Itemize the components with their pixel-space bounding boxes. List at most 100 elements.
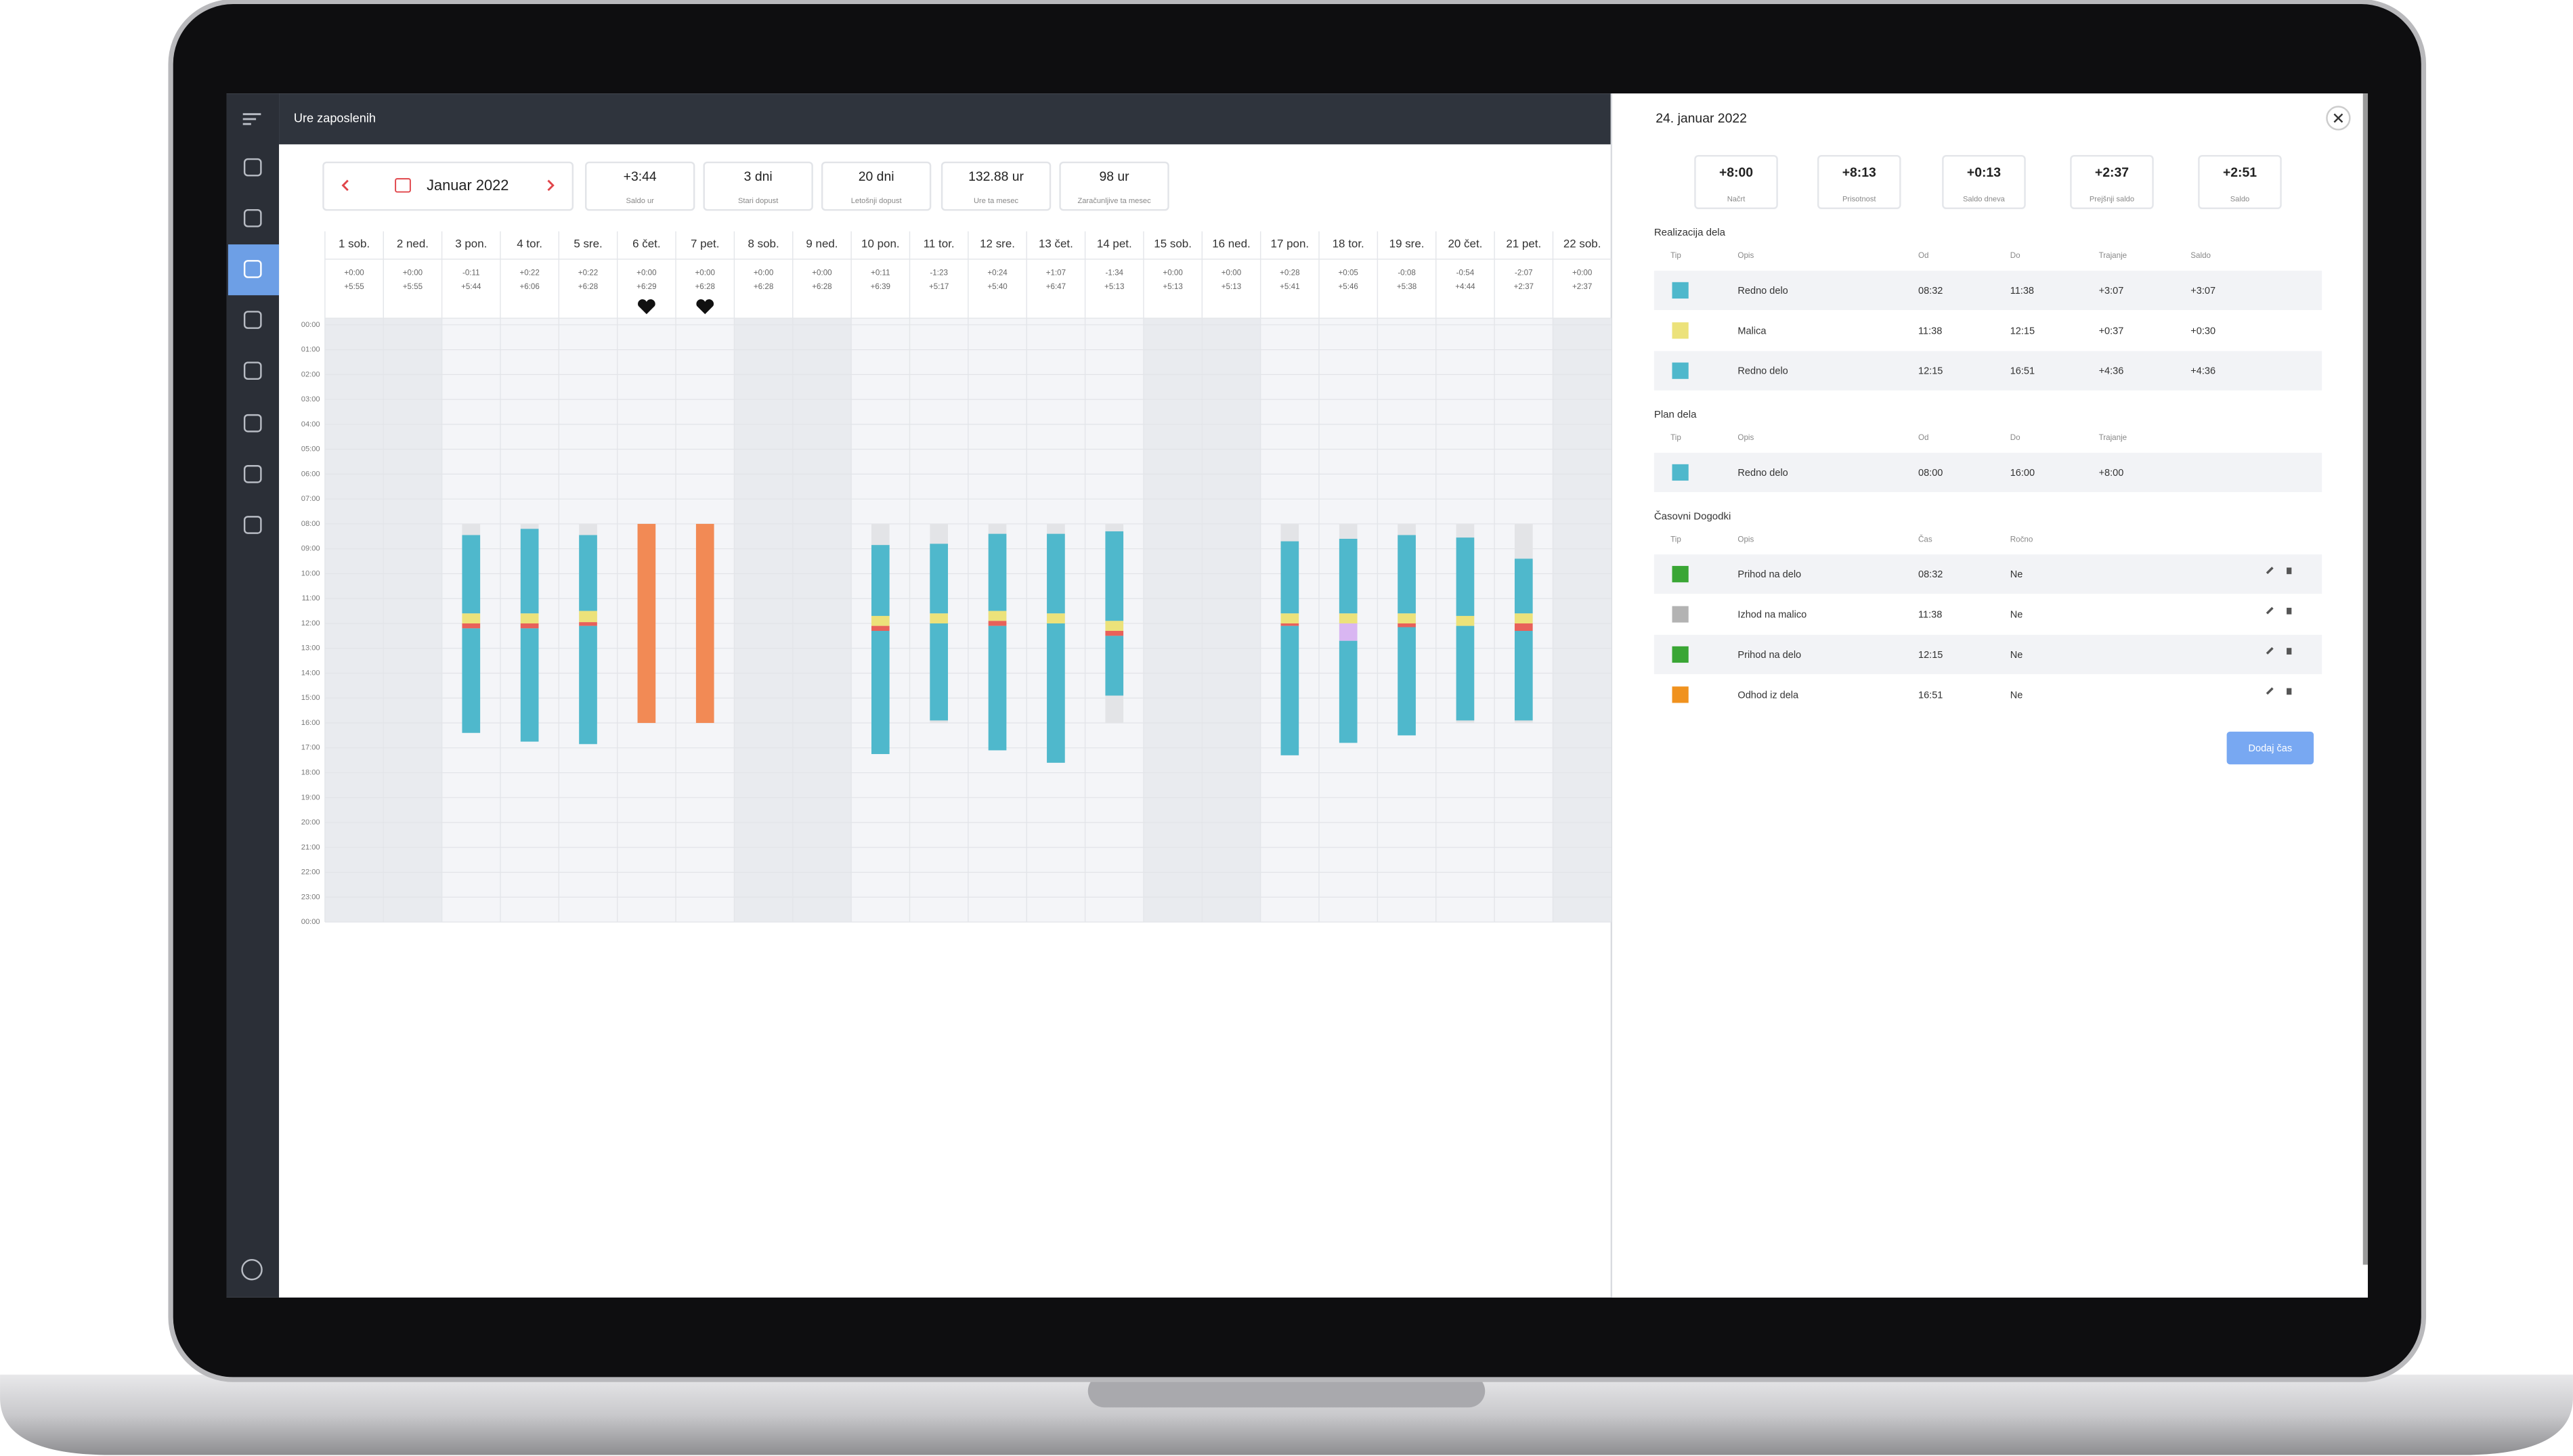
time-segment[interactable] (1047, 613, 1065, 623)
time-segment[interactable] (462, 613, 481, 623)
time-segment[interactable] (1339, 538, 1358, 614)
day-total: +6:39 (871, 282, 890, 291)
time-segment[interactable] (1047, 533, 1065, 614)
day-column (1553, 318, 1612, 922)
time-segment[interactable] (1280, 613, 1299, 623)
nav-icon[interactable] (243, 465, 262, 483)
time-segment[interactable] (1280, 541, 1299, 614)
calendar-icon[interactable] (395, 178, 411, 193)
time-segment[interactable] (1456, 615, 1475, 626)
column-header: Čas (1918, 535, 1932, 544)
time-segment[interactable] (1514, 613, 1533, 623)
time-segment[interactable] (871, 631, 890, 754)
time-segment[interactable] (1280, 623, 1299, 626)
time-segment[interactable] (930, 623, 949, 721)
time-segment[interactable] (520, 628, 539, 742)
day-column (734, 318, 793, 922)
stat-value: 20 dni (859, 169, 894, 184)
nav-icon[interactable] (243, 311, 262, 329)
menu-icon[interactable] (242, 113, 261, 116)
nav-icon[interactable] (243, 414, 262, 433)
menu-icon[interactable] (242, 123, 251, 125)
time-segment[interactable] (579, 535, 597, 611)
time-segment[interactable] (1514, 631, 1533, 721)
time-segment[interactable] (988, 625, 1007, 751)
time-segment[interactable] (1514, 558, 1533, 614)
time-segment[interactable] (930, 613, 949, 623)
edit-button[interactable] (2266, 567, 2274, 575)
time-segment[interactable] (1339, 613, 1358, 623)
close-icon[interactable] (2333, 113, 2343, 123)
nav-icon[interactable] (243, 260, 262, 278)
day-diff: +0:00 (695, 269, 716, 278)
summary-card (1817, 155, 1901, 209)
time-segment[interactable] (1105, 636, 1124, 696)
day-total: +6:06 (519, 282, 539, 291)
hour-label: 16:00 (301, 719, 320, 727)
time-segment[interactable] (1398, 627, 1416, 736)
time-segment[interactable] (871, 625, 890, 632)
time-segment[interactable] (1105, 621, 1124, 632)
summary-card (2070, 155, 2154, 209)
next-month[interactable] (547, 179, 555, 192)
nav-icon[interactable] (243, 361, 262, 380)
nav-icon[interactable] (243, 516, 262, 534)
time-segment[interactable] (520, 529, 539, 614)
time-segment[interactable] (1339, 640, 1358, 743)
time-segment[interactable] (579, 625, 597, 745)
time-segment[interactable] (988, 533, 1007, 611)
time-segment[interactable] (1047, 623, 1065, 763)
day-label: 15 sob. (1154, 238, 1192, 250)
time-segment[interactable] (1398, 613, 1416, 623)
stat-label: Zaračunljive ta mesec (1077, 197, 1151, 205)
type-swatch (1672, 464, 1689, 481)
time-segment[interactable] (1456, 537, 1475, 616)
profile-icon[interactable] (241, 1258, 263, 1281)
time-segment[interactable] (695, 523, 714, 724)
day-diff: +0:00 (754, 269, 774, 278)
time-segment[interactable] (1398, 535, 1416, 614)
time-segment[interactable] (637, 523, 656, 724)
prev-month[interactable] (341, 179, 349, 192)
delete-button[interactable] (2287, 688, 2292, 695)
time-segment[interactable] (1398, 623, 1416, 627)
day-diff: +0:22 (519, 269, 539, 278)
time-segment[interactable] (1339, 623, 1358, 641)
time-segment[interactable] (462, 535, 481, 614)
time-segment[interactable] (988, 621, 1007, 626)
edit-button[interactable] (2266, 687, 2274, 695)
time-segment[interactable] (579, 622, 597, 626)
time-segment[interactable] (1280, 625, 1299, 755)
edit-button[interactable] (2266, 606, 2274, 615)
menu-icon[interactable] (242, 118, 257, 120)
nav-icon[interactable] (243, 158, 262, 177)
time-segment[interactable] (871, 545, 890, 616)
time-segment[interactable] (871, 615, 890, 626)
add-time-button[interactable] (2226, 731, 2314, 765)
time-segment[interactable] (520, 623, 539, 629)
delete-button[interactable] (2287, 567, 2292, 575)
app-title: Ure zaposlenih (294, 111, 376, 125)
time-segment[interactable] (988, 611, 1007, 621)
day-label: 4 tor. (517, 238, 542, 250)
time-segment[interactable] (1105, 631, 1124, 636)
time-segment[interactable] (930, 544, 949, 614)
delete-button[interactable] (2287, 648, 2292, 655)
time-segment[interactable] (1514, 623, 1533, 632)
time-segment[interactable] (579, 611, 597, 623)
time-segment[interactable] (462, 628, 481, 733)
time-segment[interactable] (520, 613, 539, 623)
time-segment[interactable] (1105, 531, 1124, 621)
edit-button[interactable] (2266, 647, 2274, 655)
add-time-label[interactable]: Dodaj čas (2249, 743, 2293, 754)
scrollbar (2362, 93, 2369, 1265)
hour-label: 17:00 (301, 744, 320, 752)
cell: Redno delo (1737, 366, 1788, 377)
day-diff: +0:00 (1572, 269, 1593, 278)
delete-button[interactable] (2287, 607, 2292, 615)
time-segment[interactable] (462, 623, 481, 629)
nav-icon[interactable] (243, 208, 262, 227)
hour-label: 15:00 (301, 694, 320, 702)
time-segment[interactable] (1456, 625, 1475, 721)
